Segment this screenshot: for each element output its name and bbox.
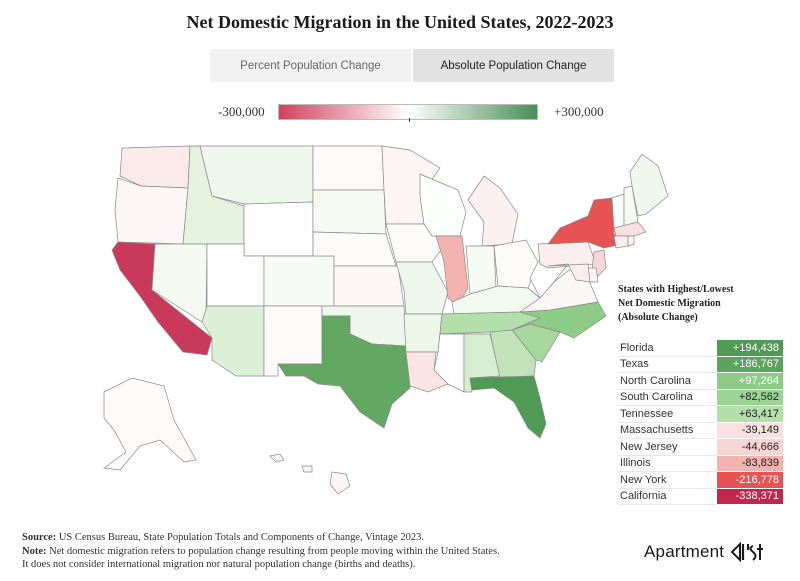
list-logo-mark — [730, 541, 764, 563]
ranking-row: South Carolina +82,562 — [618, 389, 783, 406]
state-MA[interactable] — [613, 221, 647, 237]
ranking-row: Illinois -83,839 — [618, 455, 783, 472]
us-states-map — [103, 145, 669, 495]
ranking-title-line-2: Net Domestic Migration — [618, 298, 721, 309]
tab-percent-change[interactable]: Percent Population Change — [210, 49, 411, 82]
ranking-state-name: North Carolina — [618, 373, 717, 390]
ranking-value: -216,778 — [717, 472, 783, 489]
ranking-row: Massachusetts -39,149 — [618, 422, 783, 439]
apartment-list-logo: Apartment — [644, 541, 766, 563]
ranking-row: New York -216,778 — [618, 472, 783, 489]
state-FL[interactable] — [469, 375, 547, 439]
logo-bar-s — [749, 545, 757, 561]
page-title: Net Domestic Migration in the United Sta… — [186, 12, 614, 32]
ranking-table: Florida +194,438 Texas +186,767 North Caroli… — [618, 340, 783, 505]
ranking-title-line-1: States with Highest/Lowest — [618, 284, 734, 295]
ranking-row: Tennessee +63,417 — [618, 406, 783, 423]
ranking-row: North Carolina +97,264 — [618, 373, 783, 390]
state-ND[interactable] — [312, 145, 385, 191]
ranking-value: +186,767 — [717, 356, 783, 373]
legend-max-label: +300,000 — [554, 104, 604, 119]
state-ME[interactable] — [629, 153, 669, 217]
ranking-value: -338,371 — [717, 488, 783, 505]
color-scale-zero-tick — [409, 118, 410, 122]
ranking-value: +63,417 — [717, 406, 783, 423]
state-VT[interactable] — [611, 193, 625, 231]
ranking-row: Texas +186,767 — [618, 356, 783, 373]
state-AR[interactable] — [403, 313, 443, 353]
ranking-table-title: States with Highest/Lowest Net Domestic … — [618, 283, 788, 325]
ranking-value: -44,666 — [717, 439, 783, 456]
logo-bar-t — [757, 544, 764, 560]
state-RI[interactable] — [627, 235, 635, 247]
ranking-value: -39,149 — [717, 422, 783, 439]
source-text: US Census Bureau, State Population Total… — [56, 532, 424, 543]
state-SD[interactable] — [312, 189, 387, 235]
ranking-state-name: Massachusetts — [618, 423, 717, 439]
state-AK[interactable] — [103, 377, 197, 471]
ranking-state-name: New Jersey — [618, 439, 717, 456]
state-MI[interactable] — [467, 175, 519, 247]
source-line: Source: US Census Bureau, State Populati… — [22, 531, 582, 545]
color-scale-bar — [278, 104, 538, 120]
logo-chevron-shape — [730, 541, 742, 563]
ranking-state-name: California — [618, 489, 717, 505]
ranking-value: -83,839 — [717, 455, 783, 472]
legend-min-label: -300,000 — [218, 104, 265, 119]
state-MD[interactable] — [547, 263, 591, 283]
brand-name: Apartment — [644, 542, 725, 561]
state-NY[interactable] — [547, 197, 623, 249]
state-WI[interactable] — [419, 173, 467, 237]
tab-bar: Percent Population Change Absolute Popul… — [210, 49, 614, 82]
ranking-row: Florida +194,438 — [618, 340, 783, 357]
ranking-row: New Jersey -44,666 — [618, 439, 783, 456]
ranking-state-name: South Carolina — [618, 390, 717, 406]
state-IN[interactable] — [465, 245, 497, 295]
note-text: Net domestic migration refers to populat… — [46, 545, 500, 557]
ranking-state-name: Tennessee — [618, 406, 717, 423]
note-text-2: It does not consider international migra… — [22, 559, 416, 570]
state-WY[interactable] — [243, 201, 314, 257]
ranking-value: +82,562 — [717, 389, 783, 406]
ranking-state-name: Texas — [618, 357, 717, 373]
footer-notes: Source: US Census Bureau, State Populati… — [22, 531, 582, 572]
ranking-row: California -338,371 — [618, 488, 783, 505]
state-OR[interactable] — [114, 177, 189, 245]
note-line: Note: Net domestic migration refers to p… — [22, 545, 582, 559]
ranking-state-name: Florida — [618, 340, 717, 357]
state-KS[interactable] — [333, 265, 405, 307]
state-GA[interactable] — [489, 329, 537, 379]
ranking-title-line-3: (Absolute Change) — [618, 312, 698, 323]
state-MT[interactable] — [199, 145, 314, 205]
state-TX[interactable] — [277, 315, 411, 429]
tab-absolute-change[interactable]: Absolute Population Change — [413, 49, 614, 82]
state-WA[interactable] — [119, 145, 191, 189]
source-label: Source: — [22, 532, 57, 543]
state-HI[interactable] — [269, 453, 351, 495]
note-label: Note: — [22, 545, 47, 557]
state-CO[interactable] — [263, 255, 335, 307]
ranking-state-name: New York — [618, 472, 717, 489]
state-CT[interactable] — [613, 235, 629, 249]
ranking-value: +97,264 — [717, 373, 783, 390]
ranking-value: +194,438 — [717, 340, 783, 357]
ranking-state-name: Illinois — [618, 456, 717, 472]
